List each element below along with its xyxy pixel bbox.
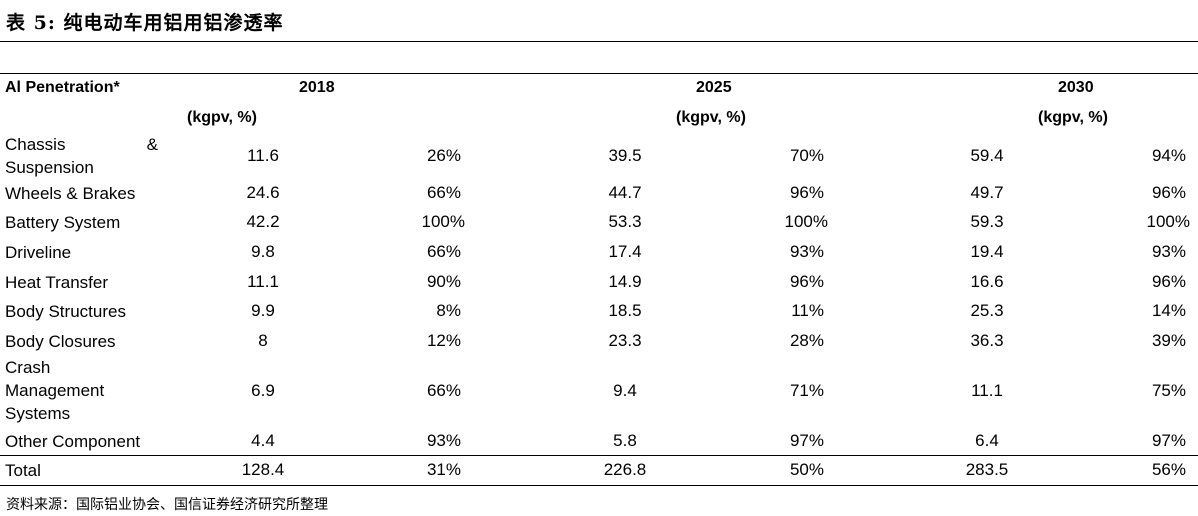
row-label: Chassis & Suspension (5, 133, 158, 179)
value-2018: 6.9 (251, 381, 275, 400)
value-2018: 24.6 (246, 183, 280, 202)
pct-2025: 71% (789, 381, 824, 400)
header-unit-2018: (kgpv, %) (187, 109, 257, 126)
value-2030: 6.4 (975, 431, 999, 450)
pct-2025: 96% (789, 183, 824, 202)
value-2018: 8 (258, 331, 268, 350)
value-2030: 16.6 (970, 272, 1004, 291)
value-2025: 53.3 (608, 212, 642, 231)
total-divider (0, 455, 1198, 456)
pct-2018: 90% (426, 272, 461, 291)
table-bottom-border (0, 485, 1198, 486)
value-2018: 11.1 (247, 272, 279, 291)
row-label: Other Component (5, 432, 141, 451)
table-title: 表 5: 纯电动车用铝用铝渗透率 (6, 12, 284, 34)
pct-2018: 66% (426, 381, 461, 400)
value-2025: 14.9 (608, 272, 642, 291)
row-label-line2: Suspension (5, 158, 94, 177)
value-2025: 39.5 (608, 146, 642, 165)
pct-2018: 100% (421, 212, 465, 231)
pct-2018: 26% (426, 146, 461, 165)
value-2018: 128.4 (241, 460, 285, 479)
value-2030: 283.5 (965, 460, 1009, 479)
pct-2025: 96% (789, 272, 824, 291)
header-unit-2030: (kgpv, %) (1038, 109, 1108, 126)
header-year-2025: 2025 (696, 79, 732, 96)
pct-2030: 96% (1151, 272, 1186, 291)
header-unit-2025: (kgpv, %) (676, 109, 746, 126)
value-2030: 59.3 (970, 212, 1004, 231)
value-2030: 49.7 (970, 183, 1004, 202)
row-label: Battery System (5, 213, 121, 232)
header-divider (0, 73, 1198, 74)
value-2018: 9.9 (251, 301, 275, 320)
row-label: Heat Transfer (5, 273, 108, 292)
pct-2025: 97% (789, 431, 824, 450)
pct-2018: 31% (426, 460, 461, 479)
value-2018: 11.6 (247, 146, 279, 165)
value-2025: 44.7 (608, 183, 642, 202)
row-label: Body Structures (5, 302, 126, 321)
pct-2030: 56% (1151, 460, 1186, 479)
row-label: Body Closures (5, 332, 116, 351)
value-2025: 9.4 (613, 381, 637, 400)
value-2025: 226.8 (603, 460, 647, 479)
pct-2030: 93% (1151, 242, 1186, 261)
pct-2025: 11% (791, 301, 824, 320)
pct-2018: 8% (436, 301, 461, 320)
pct-2025: 93% (789, 242, 824, 261)
pct-2030: 14% (1151, 301, 1186, 320)
row-label: Total (5, 461, 41, 480)
value-2025: 18.5 (608, 301, 642, 320)
pct-2018: 66% (426, 242, 461, 261)
source-note: 资料来源：国际铝业协会、国信证券经济研究所整理 (6, 497, 328, 513)
pct-2025: 28% (789, 331, 824, 350)
pct-2030: 100% (1146, 212, 1190, 231)
value-2030: 25.3 (970, 301, 1004, 320)
pct-2030: 97% (1151, 431, 1186, 450)
pct-2030: 75% (1151, 381, 1186, 400)
pct-2018: 12% (426, 331, 461, 350)
row-label: Driveline (5, 243, 72, 262)
pct-2030: 39% (1151, 331, 1186, 350)
pct-2030: 96% (1151, 183, 1186, 202)
header-first-col: Al Penetration* (5, 79, 120, 96)
table-title-bar: 表 5: 纯电动车用铝用铝渗透率 (0, 0, 1198, 42)
value-2018: 4.4 (251, 431, 275, 450)
value-2025: 17.4 (608, 242, 642, 261)
header-year-2018: 2018 (299, 79, 335, 96)
row-label: Wheels & Brakes (5, 184, 136, 203)
pct-2018: 66% (426, 183, 461, 202)
pct-2025: 100% (784, 212, 828, 231)
pct-2030: 94% (1151, 146, 1186, 165)
value-2018: 9.8 (251, 242, 275, 261)
value-2030: 36.3 (970, 331, 1004, 350)
pct-2025: 70% (789, 146, 824, 165)
pct-2018: 93% (426, 431, 461, 450)
row-label: Crash Management Systems (5, 358, 105, 423)
value-2018: 42.2 (246, 212, 280, 231)
row-label-line1: Chassis & (5, 135, 158, 154)
value-2030: 59.4 (970, 146, 1004, 165)
value-2030: 11.1 (971, 381, 1003, 400)
value-2025: 23.3 (608, 331, 642, 350)
pct-2025: 50% (789, 460, 824, 479)
value-2025: 5.8 (613, 431, 637, 450)
header-year-2030: 2030 (1058, 79, 1094, 96)
value-2030: 19.4 (970, 242, 1004, 261)
